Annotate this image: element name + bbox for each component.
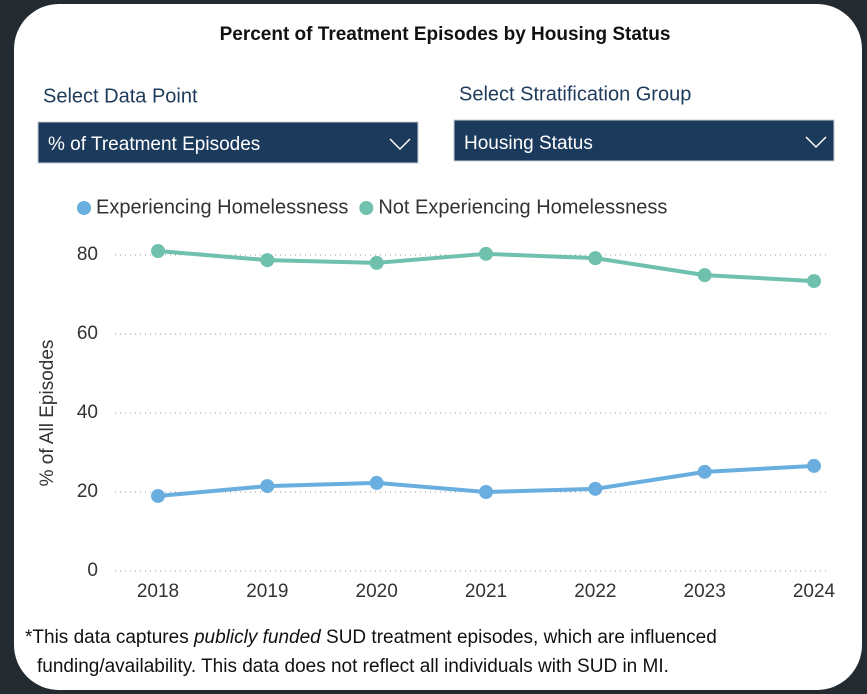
y-tick-label: 80 <box>77 244 98 265</box>
data-point <box>588 481 603 496</box>
footnote-text: SUD treatment episodes, which are influe… <box>321 627 717 648</box>
x-tick-label: 2020 <box>356 581 398 602</box>
data-point <box>151 244 165 259</box>
footnote: *This data captures publicly funded SUD … <box>25 627 717 648</box>
y-tick-label: 40 <box>77 402 98 423</box>
title: Percent of Treatment Episodes by Housing… <box>220 24 671 45</box>
filter-label: Select Stratification Group <box>459 83 691 105</box>
chevron[interactable] <box>805 136 827 149</box>
data-point <box>260 479 275 494</box>
data-point <box>369 475 384 490</box>
footnote: funding/availability. This data does not… <box>37 656 669 677</box>
legend-marker <box>359 201 374 215</box>
legend-label: Not Experiencing Homelessness <box>378 196 667 218</box>
filter-label: Select Data Point <box>43 85 198 107</box>
x-tick-label: 2024 <box>793 581 836 602</box>
x-tick-label: 2018 <box>137 581 179 602</box>
data-point <box>151 488 165 503</box>
chevron[interactable] <box>389 138 411 151</box>
data-point <box>807 274 821 289</box>
dropdown-box[interactable] <box>37 121 419 164</box>
legend-label: Experiencing Homelessness <box>96 196 348 218</box>
x-tick-label: 2019 <box>246 581 288 602</box>
dropdown-box[interactable] <box>453 119 835 162</box>
y-tick-label: 20 <box>77 481 98 502</box>
data-point <box>369 255 384 270</box>
x-tick-label: 2022 <box>574 581 616 602</box>
legend-marker <box>77 201 91 215</box>
dropdown[interactable]: % of Treatment Episodes <box>37 121 419 164</box>
panel <box>14 4 862 690</box>
dropdown[interactable]: Housing Status <box>453 119 835 162</box>
y-tick-label: 0 <box>87 560 98 581</box>
data-point <box>479 485 493 499</box>
y-tick-label: 60 <box>77 323 98 344</box>
footnote-text: publicly funded <box>193 627 322 648</box>
x-tick-label: 2021 <box>465 581 507 602</box>
data-point <box>697 464 712 479</box>
y-axis-label: % of All Episodes <box>37 340 58 487</box>
dropdown-value[interactable]: % of Treatment Episodes <box>48 134 260 155</box>
data-point <box>479 246 493 261</box>
x-tick-label: 2023 <box>684 581 726 602</box>
data-point <box>807 458 821 473</box>
dropdown-value[interactable]: Housing Status <box>464 133 593 154</box>
data-point <box>260 253 275 268</box>
data-point <box>588 251 603 266</box>
data-point <box>697 268 712 283</box>
footnote-text: *This data captures <box>25 627 194 648</box>
